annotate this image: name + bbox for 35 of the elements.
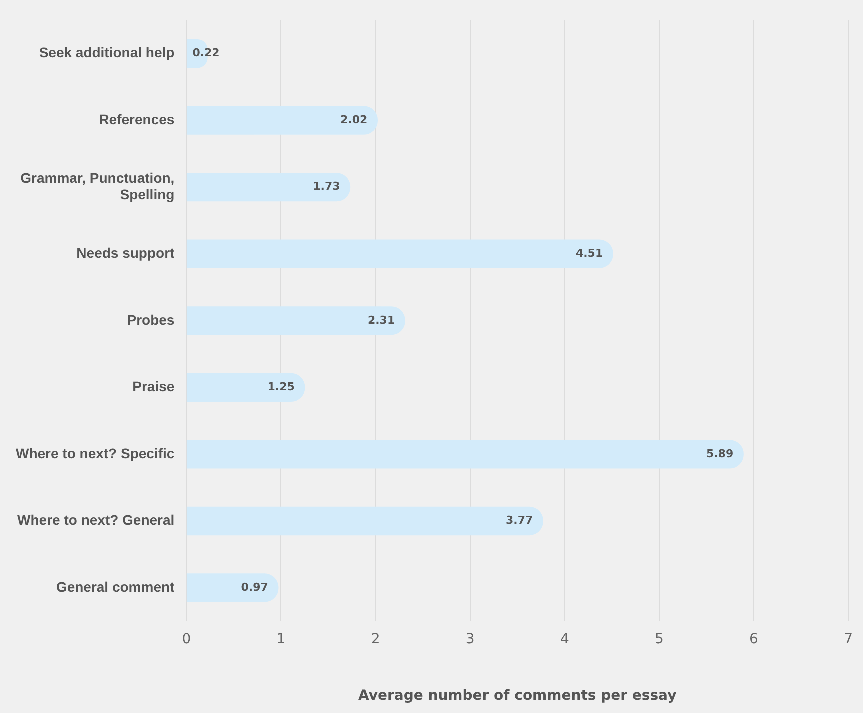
x-tick-label: 1 (276, 631, 286, 648)
bar (186, 506, 544, 536)
data-label: 1.73 (313, 180, 340, 194)
x-tick-label: 0 (182, 631, 192, 648)
x-tick-label: 4 (560, 631, 570, 648)
data-label: 2.31 (368, 314, 396, 327)
data-label: 0.97 (241, 580, 268, 594)
x-tick-label: 6 (750, 631, 759, 648)
y-tick-label: References (99, 111, 175, 128)
data-label: 5.89 (706, 447, 734, 460)
bar (186, 306, 406, 336)
x-tick-label: 3 (466, 631, 475, 648)
bar (186, 106, 378, 135)
y-tick-label: Where to next? Specific (16, 445, 175, 462)
y-tick-label: Seek additional help (39, 44, 175, 61)
bar (186, 373, 306, 402)
x-tick-label: 7 (844, 631, 854, 648)
y-tick-label: General comment (56, 578, 176, 595)
bar (186, 240, 614, 268)
x-tick-label: 5 (654, 631, 664, 648)
bar (186, 574, 279, 602)
y-tick-label: Grammar, Punctuation, Spelling (20, 170, 175, 203)
y-tick-label: Where to next? General (18, 512, 175, 528)
data-label: 4.51 (576, 246, 604, 260)
y-tick-label: Needs support (76, 244, 176, 261)
bar (186, 440, 744, 469)
data-label: 3.77 (506, 514, 534, 528)
x-axis-title: Average number of comments per essay (358, 688, 677, 704)
data-label: 2.02 (340, 113, 368, 126)
y-tick-label: Probes (127, 312, 175, 328)
data-label: 0.22 (192, 46, 220, 60)
data-label: 1.25 (268, 380, 295, 394)
bar (186, 173, 351, 202)
y-tick-label: Praise (132, 378, 175, 395)
x-tick-label: 2 (371, 631, 380, 648)
